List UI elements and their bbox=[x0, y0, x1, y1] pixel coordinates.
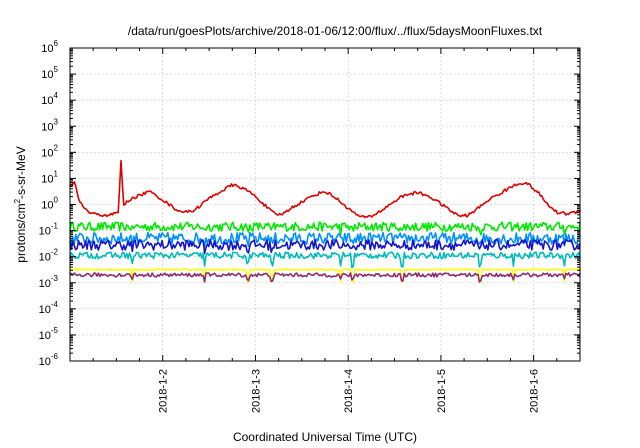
y-tick-label: 106 bbox=[41, 39, 58, 55]
y-tick-exponent: 5 bbox=[54, 65, 59, 74]
series-line-band-2 bbox=[69, 238, 581, 255]
series-line-band-3 bbox=[69, 251, 581, 269]
y-tick-base: 10 bbox=[41, 200, 53, 212]
y-tick-label: 105 bbox=[41, 65, 58, 81]
y-tick-label: 100 bbox=[41, 196, 58, 212]
x-tick-label: 2018-1-3 bbox=[250, 369, 262, 413]
y-tick-base: 10 bbox=[41, 69, 53, 81]
series-line-band-5 bbox=[69, 272, 581, 283]
y-tick-base: 10 bbox=[41, 147, 53, 159]
y-tick-label: 10-2 bbox=[39, 248, 59, 264]
y-tick-exponent: -2 bbox=[51, 248, 59, 257]
y-tick-exponent: -3 bbox=[51, 274, 59, 283]
x-tick-labels: 2018-1-2 2018-1-3 2018-1-4 2018-1-5 2018-1-6 bbox=[158, 369, 541, 413]
grid-layer bbox=[70, 48, 580, 361]
y-tick-label: 10-1 bbox=[39, 222, 59, 238]
y-tick-base: 10 bbox=[39, 304, 51, 316]
y-tick-label: 101 bbox=[41, 169, 58, 185]
y-tick-label: 10-5 bbox=[39, 326, 59, 342]
y-tick-base: 10 bbox=[39, 252, 51, 264]
y-tick-exponent: 1 bbox=[54, 169, 59, 178]
y-tick-exponent: 0 bbox=[54, 196, 59, 205]
y-tick-exponent: -6 bbox=[51, 352, 59, 361]
y-tick-base: 10 bbox=[39, 356, 51, 368]
series-line-band-4 bbox=[69, 268, 581, 283]
y-tick-label: 10-3 bbox=[39, 274, 59, 290]
chart-title: /data/run/goesPlots/archive/2018-01-06/1… bbox=[128, 24, 543, 38]
y-tick-exponent: 6 bbox=[54, 39, 59, 48]
y-tick-label: 10-6 bbox=[39, 352, 59, 368]
y-tick-exponent: -5 bbox=[51, 326, 59, 335]
y-tick-label: 102 bbox=[41, 143, 58, 159]
y-tick-base: 10 bbox=[41, 95, 53, 107]
x-axis-label: Coordinated Universal Time (UTC) bbox=[233, 430, 417, 444]
y-tick-base: 10 bbox=[39, 226, 51, 238]
series-line-band-0 bbox=[69, 221, 581, 236]
y-tick-labels: 10-610-510-410-310-210-11001011021031041… bbox=[39, 39, 59, 368]
y-axis-label-rest: -s-sr-MeV bbox=[14, 146, 28, 199]
y-tick-label: 104 bbox=[41, 91, 58, 107]
series-line-red-6 bbox=[69, 159, 581, 219]
x-tick-label: 2018-1-5 bbox=[436, 369, 448, 413]
y-tick-exponent: -1 bbox=[51, 222, 59, 231]
y-tick-base: 10 bbox=[39, 330, 51, 342]
y-tick-base: 10 bbox=[41, 173, 53, 185]
x-tick-label: 2018-1-6 bbox=[529, 369, 541, 413]
x-tick-label: 2018-1-4 bbox=[343, 369, 355, 413]
y-tick-base: 10 bbox=[41, 43, 53, 55]
y-tick-exponent: 3 bbox=[54, 117, 59, 126]
y-tick-exponent: 4 bbox=[54, 91, 59, 100]
y-axis-label-sup: 2 bbox=[13, 198, 22, 203]
y-tick-exponent: -4 bbox=[51, 300, 59, 309]
y-axis-label: protons/cm2-s-sr-MeV bbox=[13, 146, 28, 262]
y-tick-label: 103 bbox=[41, 117, 58, 133]
tick-layer bbox=[70, 47, 581, 362]
series-layer bbox=[69, 159, 581, 283]
x-tick-label: 2018-1-2 bbox=[158, 369, 170, 413]
y-tick-exponent: 2 bbox=[54, 143, 59, 152]
y-tick-base: 10 bbox=[39, 278, 51, 290]
series-line-band-1 bbox=[69, 231, 581, 248]
y-axis-label-main: protons/cm bbox=[14, 203, 28, 262]
y-tick-label: 10-4 bbox=[39, 300, 59, 316]
y-tick-base: 10 bbox=[41, 121, 53, 133]
